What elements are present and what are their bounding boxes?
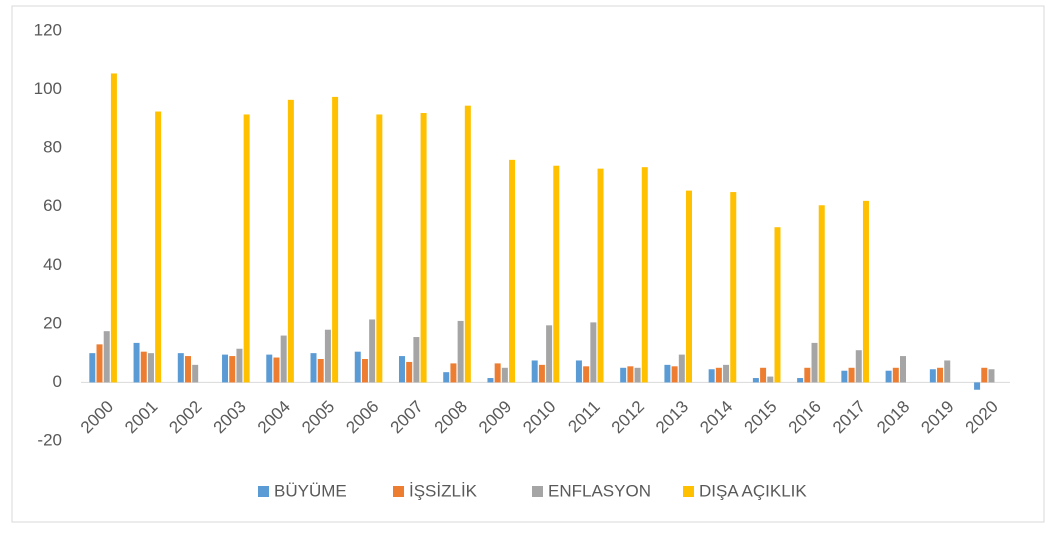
bar	[324, 329, 331, 383]
y-tick-label: 120	[34, 20, 62, 39]
bar	[96, 344, 103, 383]
y-tick-label: 80	[43, 138, 62, 157]
bar	[575, 360, 582, 383]
bar	[133, 342, 140, 383]
bar	[110, 73, 117, 383]
bar	[155, 111, 162, 383]
bar	[457, 320, 464, 383]
bar	[974, 382, 981, 390]
bar	[664, 364, 671, 383]
bar	[597, 168, 604, 383]
bar	[634, 367, 641, 383]
bar	[140, 351, 147, 383]
bar	[811, 342, 818, 383]
chart-frame	[11, 5, 1045, 523]
bar	[900, 356, 907, 383]
y-tick-label: 60	[43, 196, 62, 215]
bar	[184, 356, 191, 383]
bar	[464, 105, 471, 383]
bar	[273, 357, 280, 383]
bar	[855, 350, 862, 383]
bar	[450, 363, 457, 383]
bar	[229, 356, 236, 383]
bar	[988, 369, 995, 383]
legend-swatch	[393, 486, 404, 497]
bar	[715, 367, 722, 383]
bar	[848, 367, 855, 383]
bar	[797, 378, 804, 383]
bar	[501, 367, 508, 383]
legend-label: İŞSİZLİK	[409, 481, 478, 500]
y-tick-label: -20	[37, 430, 62, 449]
y-tick-label: 20	[43, 313, 62, 332]
bar	[885, 370, 892, 383]
bar	[531, 360, 538, 383]
bar	[310, 353, 317, 383]
bar	[354, 351, 361, 383]
bar	[760, 367, 767, 383]
bar	[89, 353, 96, 383]
bar	[494, 363, 501, 383]
bar	[443, 372, 450, 383]
bar	[671, 366, 678, 383]
bar	[420, 113, 427, 383]
bar	[243, 114, 250, 383]
bar	[236, 348, 243, 383]
bar	[361, 359, 368, 383]
bar	[590, 322, 597, 383]
bar	[413, 337, 420, 383]
bar	[981, 367, 988, 383]
legend-label: BÜYÜME	[274, 481, 347, 500]
bar	[317, 359, 324, 383]
legend-swatch	[683, 486, 694, 497]
bar	[266, 354, 273, 383]
bar	[222, 354, 229, 383]
legend-swatch	[258, 486, 269, 497]
bar	[553, 165, 560, 383]
bar	[774, 227, 781, 383]
bar	[708, 369, 715, 383]
bar	[892, 367, 899, 383]
bar	[641, 167, 648, 383]
bar	[177, 353, 184, 383]
bar	[723, 364, 730, 383]
bar	[332, 96, 339, 383]
bar	[406, 361, 413, 383]
bar	[944, 360, 951, 383]
legend-swatch	[532, 486, 543, 497]
bar	[287, 99, 294, 383]
bar	[686, 190, 693, 383]
bar	[818, 205, 825, 383]
bar	[583, 366, 590, 383]
bar	[627, 366, 634, 383]
legend-label: ENFLASYON	[548, 481, 651, 500]
bar	[538, 364, 545, 383]
legend-label: DIŞA AÇIKLIK	[699, 481, 807, 500]
bar	[678, 354, 685, 383]
bar	[620, 367, 627, 383]
bar	[862, 200, 869, 383]
bar	[767, 376, 774, 383]
bar	[752, 378, 759, 383]
bar	[147, 353, 154, 383]
bar	[546, 325, 553, 383]
y-tick-label: 0	[53, 372, 62, 391]
bar	[929, 369, 936, 383]
bar	[804, 367, 811, 383]
bar	[487, 378, 494, 383]
bar	[369, 319, 376, 383]
bar	[280, 335, 287, 383]
bar	[841, 370, 848, 383]
bar	[192, 364, 199, 383]
bar	[398, 356, 405, 383]
y-tick-label: 100	[34, 79, 62, 98]
bar	[730, 192, 737, 383]
bar	[376, 114, 383, 383]
bar	[509, 159, 516, 383]
y-tick-label: 40	[43, 255, 62, 274]
bar	[937, 367, 944, 383]
bar	[103, 331, 110, 383]
